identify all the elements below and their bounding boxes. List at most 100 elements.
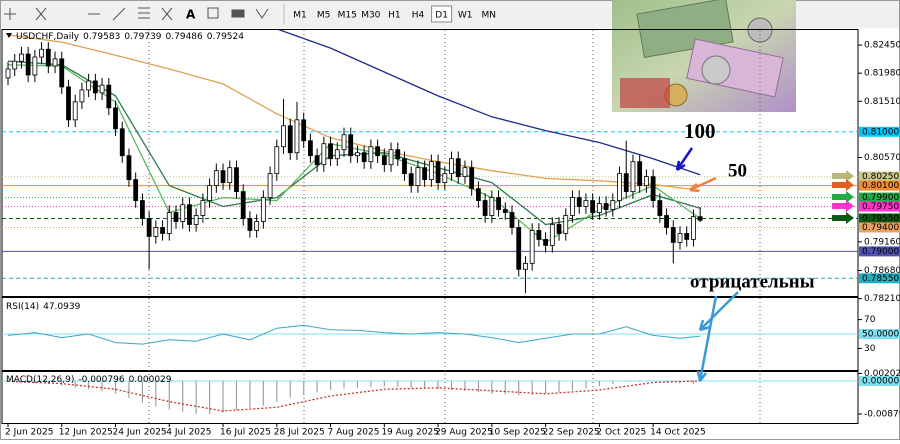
- x-tick-label: 16 Jul 2025: [220, 428, 271, 438]
- candle-body: [502, 209, 508, 213]
- candle-body: [415, 167, 421, 187]
- crosshair-tool[interactable]: [4, 8, 16, 20]
- timeframe-button[interactable]: D1: [435, 11, 448, 21]
- collapse-icon: [6, 33, 12, 38]
- candle-body: [556, 224, 562, 234]
- cursor-tool[interactable]: [35, 7, 47, 21]
- timeframe-button[interactable]: MN: [482, 11, 497, 21]
- level-label: 0.79900: [862, 193, 899, 203]
- channel-tool[interactable]: [161, 7, 173, 21]
- y-tick-label: 0.79160: [864, 237, 900, 247]
- candle-body: [691, 216, 696, 240]
- candle-body: [79, 89, 85, 103]
- timeframe-button[interactable]: M15: [338, 11, 357, 21]
- level-label: 0.79400: [862, 223, 899, 233]
- timeframe-button[interactable]: H1: [388, 11, 401, 21]
- annotation-ma50: 50: [728, 160, 747, 181]
- candle-body: [368, 146, 374, 163]
- timeframe-button[interactable]: M5: [317, 11, 331, 21]
- level-label: 0.79550: [862, 214, 899, 224]
- panel-value: 47.0939: [43, 302, 80, 312]
- candle-body: [395, 149, 401, 160]
- label-tool[interactable]: [207, 7, 219, 19]
- candle-body: [220, 170, 226, 184]
- shapes-tool[interactable]: [231, 9, 245, 18]
- x-tick-label: 14 Oct 2025: [650, 428, 706, 438]
- candle-body: [133, 179, 139, 201]
- candle-body: [52, 58, 58, 67]
- candle-body: [281, 125, 286, 148]
- level-label: 0.78550: [862, 274, 899, 284]
- candle-body: [200, 200, 206, 216]
- candle-body: [355, 152, 360, 157]
- level-box: [859, 246, 900, 257]
- level-box: [859, 329, 900, 339]
- plot-layer: 0.82450 0.81980 0.81510 0.80570 0.79160 0.786…: [2, 30, 900, 438]
- level-box: [859, 222, 900, 233]
- level-label: 0.80100: [862, 181, 899, 191]
- annotation-negative: отрицательны: [690, 271, 815, 292]
- timeframe-button[interactable]: M1: [293, 11, 307, 21]
- candle-body: [590, 200, 596, 213]
- moving-average: [277, 30, 701, 176]
- candle-body: [637, 161, 643, 187]
- candle-body: [92, 80, 98, 94]
- arrow-rsi: [698, 291, 739, 332]
- candle-body: [314, 155, 320, 166]
- text-tool[interactable]: A: [186, 8, 196, 22]
- level-label: 0.000000: [862, 377, 900, 387]
- arrows-tool[interactable]: [255, 8, 269, 19]
- candle-body: [523, 262, 528, 270]
- level-box: [859, 126, 900, 137]
- y-tick-label: 0.78210: [864, 294, 900, 304]
- pointer-arrow: [832, 170, 854, 182]
- candle-body: [408, 173, 414, 187]
- y-tick-label: 0.80570: [864, 153, 900, 163]
- timeframe-bar: M1 M5 M15 M30 H1 H4 D1 W1 MN: [293, 5, 497, 23]
- timeframe-button[interactable]: W1: [458, 11, 473, 21]
- candle-body: [596, 203, 602, 213]
- level-box: [859, 376, 900, 386]
- candle-body: [113, 107, 118, 130]
- x-tick-label: 2 Oct 2025: [596, 428, 646, 438]
- level-label: 0.79000: [862, 247, 899, 257]
- candle-body: [294, 119, 300, 154]
- candle-body: [260, 197, 266, 222]
- banknote: [620, 78, 670, 108]
- y-tick-label: 0.82450: [864, 41, 900, 51]
- y-tick-label: 0.81980: [864, 69, 900, 79]
- annotation-arrows: [675, 147, 739, 382]
- candle-body: [361, 152, 367, 163]
- panel-title: USDCHF,Daily: [16, 32, 80, 42]
- panel-value: 0.79739: [124, 32, 161, 42]
- candle-body: [684, 233, 690, 240]
- fibo-tool[interactable]: [138, 7, 150, 19]
- candle-body: [516, 227, 522, 270]
- candle-body: [287, 125, 293, 154]
- candle-body: [72, 101, 78, 121]
- macd-signal: [7, 380, 701, 412]
- trendline-tool[interactable]: [112, 7, 126, 21]
- candle-body: [489, 197, 495, 216]
- panel-heading: RSI(14) 47.0939: [6, 302, 81, 312]
- candle-body: [19, 53, 24, 62]
- x-tick-label: 7 Aug 2025: [328, 428, 380, 438]
- candle-body: [455, 158, 461, 178]
- toolbar-icons[interactable]: A: [4, 4, 285, 24]
- candle-body: [173, 212, 179, 222]
- active-timeframe: [431, 5, 453, 23]
- y-tick-label: 0.002020: [864, 369, 900, 379]
- candle-body: [12, 60, 18, 70]
- level-box: [859, 171, 900, 182]
- timeframe-button[interactable]: M30: [361, 11, 380, 21]
- arrow-macd: [696, 295, 718, 382]
- candle-body: [240, 191, 246, 219]
- timeframe-button[interactable]: H4: [412, 11, 425, 21]
- candle-body: [59, 58, 65, 88]
- candle-body: [193, 215, 199, 225]
- level-label: 0.81000: [862, 127, 899, 137]
- arrow-50: [689, 176, 717, 193]
- candle-body: [422, 167, 428, 181]
- candle-body: [475, 188, 481, 201]
- candle-body: [496, 197, 501, 210]
